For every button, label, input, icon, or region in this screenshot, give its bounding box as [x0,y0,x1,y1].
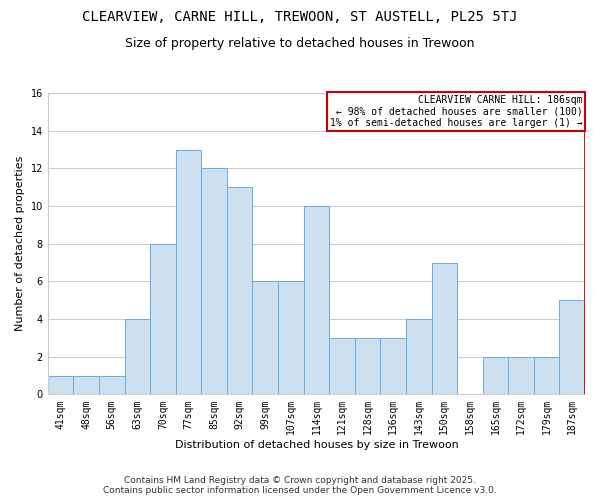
Bar [355,338,380,394]
Bar [304,206,329,394]
Bar [201,168,227,394]
Bar [406,319,431,394]
Y-axis label: Number of detached properties: Number of detached properties [15,156,25,332]
Bar [227,187,253,394]
Text: CLEARVIEW, CARNE HILL, TREWOON, ST AUSTELL, PL25 5TJ: CLEARVIEW, CARNE HILL, TREWOON, ST AUSTE… [82,10,518,24]
Text: CLEARVIEW CARNE HILL: 186sqm
← 98% of detached houses are smaller (100)
1% of se: CLEARVIEW CARNE HILL: 186sqm ← 98% of de… [329,94,583,128]
Bar [253,282,278,395]
Bar [176,150,201,394]
Text: Size of property relative to detached houses in Trewoon: Size of property relative to detached ho… [125,38,475,51]
Bar [125,319,150,394]
Bar [329,338,355,394]
Bar [278,282,304,395]
Bar [48,376,73,394]
Bar [73,376,99,394]
Bar [380,338,406,394]
Bar [534,356,559,395]
Bar [508,356,534,395]
Bar [431,262,457,394]
Bar [99,376,125,394]
Bar [150,244,176,394]
Bar [559,300,585,394]
Text: Contains HM Land Registry data © Crown copyright and database right 2025.
Contai: Contains HM Land Registry data © Crown c… [103,476,497,495]
X-axis label: Distribution of detached houses by size in Trewoon: Distribution of detached houses by size … [175,440,458,450]
Bar [482,356,508,395]
